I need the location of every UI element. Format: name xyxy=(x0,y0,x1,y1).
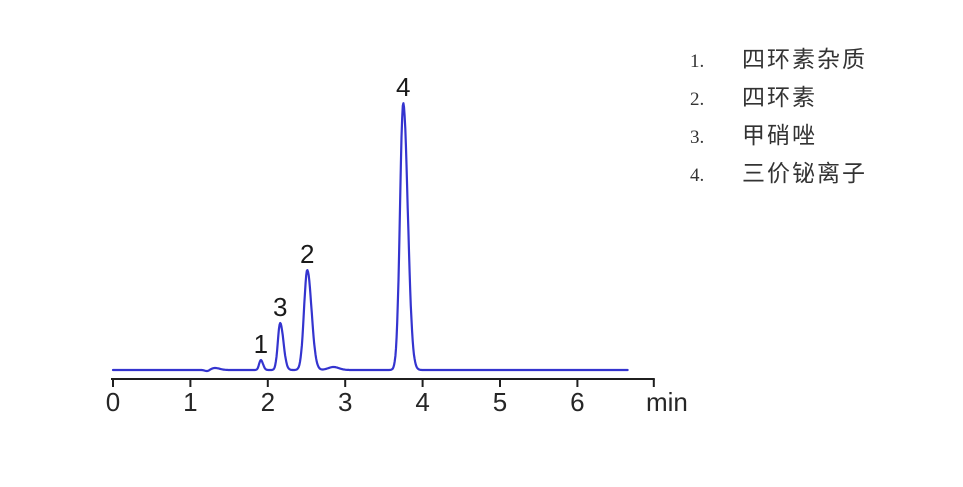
peak-legend: 1. 四环素杂质 2. 四环素 3. 甲硝唑 4. 三价铋离子 xyxy=(690,47,930,199)
x-tick-label-4: 4 xyxy=(415,387,430,417)
peak-label-2: 2 xyxy=(300,239,315,269)
legend-item-number: 4. xyxy=(690,165,705,186)
legend-item-3: 3. 甲硝唑 xyxy=(690,123,930,151)
x-tick-label-6: 6 xyxy=(570,387,585,417)
legend-item-1: 1. 四环素杂质 xyxy=(690,47,930,75)
legend-item-label: 甲硝唑 xyxy=(742,123,817,148)
x-tick-label-5: 5 xyxy=(492,387,508,417)
x-tick-label-2: 2 xyxy=(260,387,276,417)
peak-label-4: 4 xyxy=(396,72,411,102)
x-axis xyxy=(111,378,655,387)
x-tick-label-0: 0 xyxy=(105,387,121,417)
chromatogram-trace xyxy=(111,102,629,373)
peak-label-3: 3 xyxy=(272,292,288,322)
legend-item-number: 3. xyxy=(690,127,705,148)
legend-item-4: 4. 三价铋离子 xyxy=(690,161,930,189)
x-axis-unit-label: min xyxy=(646,387,688,417)
legend-item-label: 四环素杂质 xyxy=(742,47,867,72)
legend-item-2: 2. 四环素 xyxy=(690,85,930,113)
legend-item-number: 2. xyxy=(690,89,705,110)
x-tick-label-1: 1 xyxy=(183,387,198,417)
x-tick-label-3: 3 xyxy=(337,387,353,417)
legend-item-number: 1. xyxy=(690,51,705,72)
legend-item-label: 三价铋离子 xyxy=(742,161,867,186)
peak-label-1: 1 xyxy=(253,329,269,359)
legend-item-label: 四环素 xyxy=(742,85,817,110)
